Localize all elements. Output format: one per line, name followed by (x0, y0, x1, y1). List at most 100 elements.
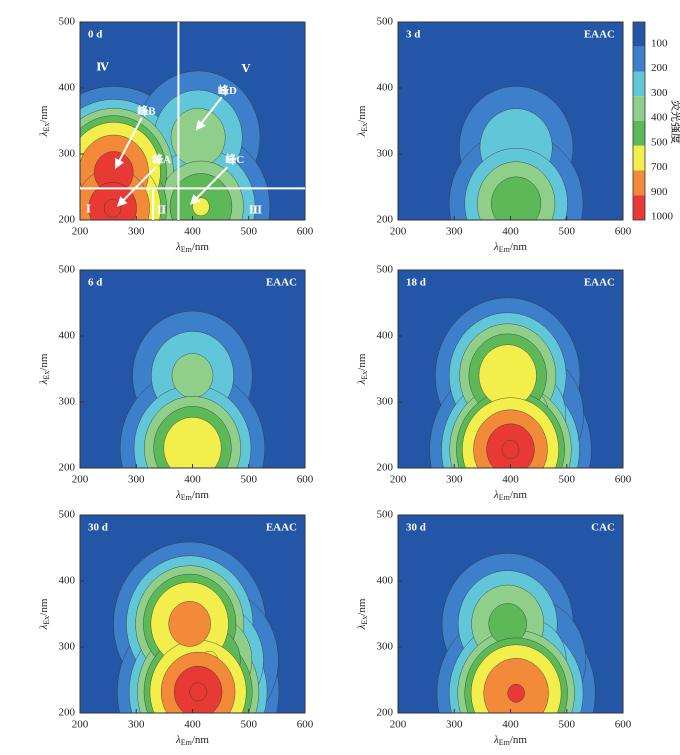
y-axis-label: λEx/nm (38, 353, 51, 385)
annotation: 峰B (137, 103, 156, 117)
y-axis-label: λEx/nm (356, 353, 369, 385)
panel-label: 30 d (88, 522, 108, 534)
x-tick-label: 300 (128, 719, 145, 731)
x-tick-label: 200 (390, 474, 407, 486)
x-tick-label: 500 (559, 226, 576, 238)
label-unit: /nm (38, 105, 50, 123)
colorbar-label: 400 (651, 112, 668, 124)
panel: 200 300 400 500 600200300400500λEm/nmλEx/nm0… (38, 16, 314, 254)
label-sub: Ex (42, 123, 51, 132)
x-axis-label: λEm/nm (175, 734, 209, 747)
panel: 200 300 400 500 600200300400500λEm/nmλEx/nm3… (356, 509, 632, 747)
annotation: Ⅰ (86, 204, 91, 216)
colorbar-label: 100 (651, 37, 668, 49)
x-tick-label: 300 (446, 719, 463, 731)
x-tick-label: 600 (615, 226, 632, 238)
colorbar-band (633, 71, 645, 97)
contour-region (168, 601, 211, 647)
label-unit: /nm (510, 734, 528, 746)
annotation: Ⅱ (157, 204, 166, 216)
contour-region (491, 176, 542, 220)
x-tick-label: 500 (559, 474, 576, 486)
panel-label: 6 d (88, 277, 102, 289)
y-tick-label: 200 (59, 214, 76, 226)
annotation: Ⅳ (96, 62, 109, 74)
arrow (115, 117, 143, 169)
x-tick-label: 400 (184, 474, 201, 486)
y-axis-label: λEx/nm (356, 105, 369, 137)
arrow (116, 166, 157, 207)
colorbar-label: 200 (651, 62, 668, 74)
colorbar-frame (632, 21, 646, 221)
y-axis-label: λEx/nm (38, 105, 51, 137)
colorbar-label: 900 (651, 186, 668, 198)
x-tick-label: 200 (72, 226, 89, 238)
x-axis-label: λEm/nm (493, 489, 527, 502)
colorbar-label: 1000 (651, 211, 674, 223)
label-symbol: λ (175, 734, 181, 746)
plot-area (80, 270, 305, 468)
label-sub: Ex (360, 123, 369, 132)
x-tick-label: 500 (559, 719, 576, 731)
panel: 200 300 400 500 600200300400500λEm/nmλEx/nm6… (38, 264, 314, 502)
y-tick-label: 500 (59, 264, 76, 276)
annotation: 峰C (225, 152, 244, 166)
panel-tag: EAAC (266, 277, 297, 289)
label-sub: Em (181, 245, 193, 254)
y-tick-label: 300 (377, 148, 394, 160)
y-tick-label: 200 (59, 707, 76, 719)
y-tick-label: 300 (59, 148, 76, 160)
label-symbol: λ (356, 131, 368, 137)
panel-label: 0 d (88, 29, 102, 41)
annotation: 峰A (152, 152, 171, 166)
x-tick-label: 600 (297, 719, 314, 731)
label-sub: Em (181, 738, 193, 747)
label-unit: /nm (38, 353, 50, 371)
label-sub: Em (499, 493, 511, 502)
y-tick-label: 300 (377, 396, 394, 408)
colorbar-band (633, 170, 645, 196)
contour-region (103, 198, 122, 218)
y-tick-label: 300 (377, 641, 394, 653)
panel-tag: CAC (591, 522, 615, 534)
panel: 200 300 400 500 600200300400500λEm/nmλEx/nm3… (38, 509, 314, 747)
y-tick-label: 500 (59, 509, 76, 521)
annotation: 峰D (218, 83, 237, 97)
label-unit: /nm (38, 598, 50, 616)
colorbar-band (633, 46, 645, 72)
label-sub: Em (499, 738, 511, 747)
y-tick-label: 400 (59, 330, 76, 342)
x-axis-label: λEm/nm (493, 241, 527, 254)
label-unit: /nm (510, 241, 528, 253)
annotation: Ⅲ (249, 204, 262, 216)
label-symbol: λ (356, 379, 368, 385)
panel-label: 30 d (406, 522, 426, 534)
y-tick-label: 500 (377, 16, 394, 28)
x-tick-label: 200 (390, 719, 407, 731)
label-symbol: λ (175, 489, 181, 501)
label-symbol: λ (493, 489, 499, 501)
plot-area (398, 270, 623, 468)
x-tick-label: 500 (241, 719, 258, 731)
colorbar-label: 700 (651, 161, 668, 173)
label-symbol: λ (356, 624, 368, 630)
plot-area (398, 22, 623, 220)
label-unit: /nm (192, 241, 210, 253)
panel-tag: EAAC (266, 522, 297, 534)
x-axis-label: λEm/nm (175, 241, 209, 254)
x-tick-label: 300 (128, 226, 145, 238)
contour-region (478, 344, 537, 407)
x-tick-label: 200 (72, 719, 89, 731)
y-tick-label: 300 (59, 396, 76, 408)
y-tick-label: 400 (377, 82, 394, 94)
x-tick-label: 400 (502, 226, 519, 238)
colorbar-title: 荧光强度 (669, 100, 680, 144)
y-tick-label: 200 (59, 462, 76, 474)
label-sub: Ex (42, 616, 51, 625)
arrow (189, 166, 229, 205)
y-tick-label: 200 (377, 707, 394, 719)
x-tick-label: 200 (72, 474, 89, 486)
colorbar-band (633, 121, 645, 146)
plot-area (398, 515, 623, 713)
